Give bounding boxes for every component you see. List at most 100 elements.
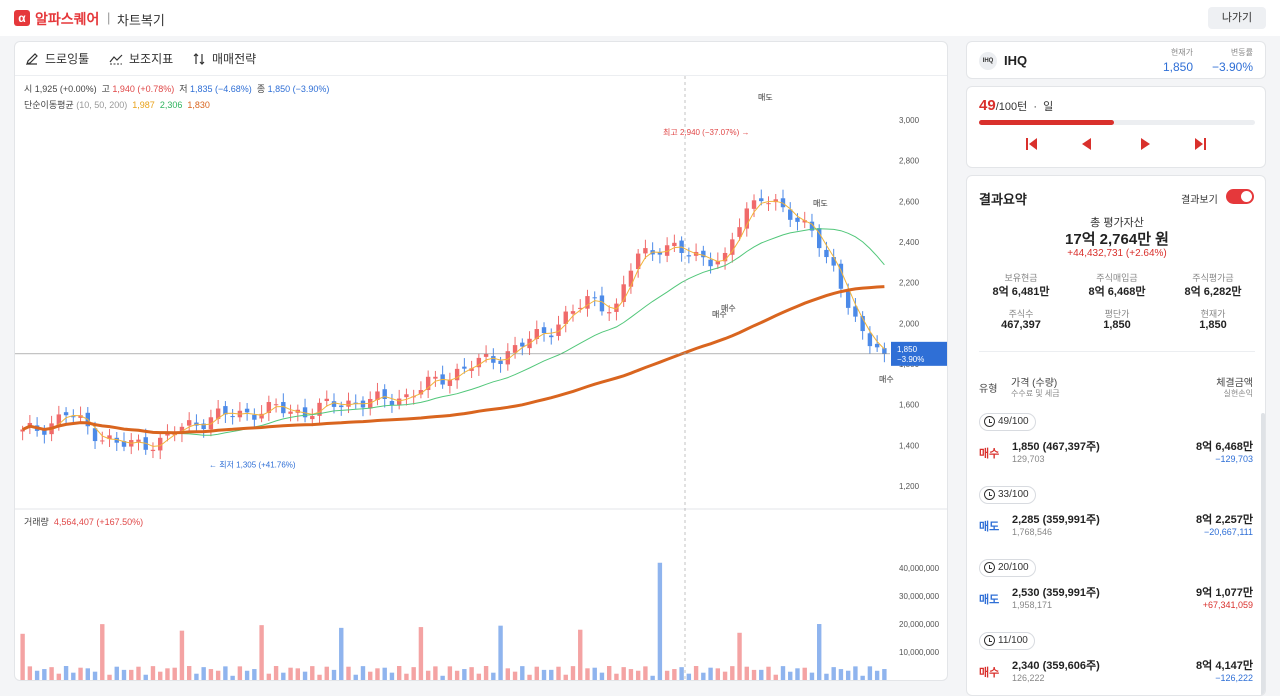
candle-body	[382, 389, 387, 399]
col-amount-header: 체결금액	[1216, 378, 1253, 389]
summary-divider	[979, 351, 1255, 352]
volume-bar	[657, 562, 663, 680]
volume-bar	[686, 673, 692, 680]
candle-body	[266, 402, 272, 414]
result-toggle-label: 결과보기	[1181, 195, 1218, 206]
summary-title: 결과요약	[979, 192, 1027, 207]
buy-annotation: 매수	[712, 310, 727, 319]
candle-body	[701, 250, 706, 258]
candle-body	[867, 333, 873, 347]
volume-bar	[259, 625, 264, 680]
candle-body	[541, 327, 547, 334]
volume-bar	[882, 669, 887, 680]
candle-body	[302, 407, 308, 418]
exit-button[interactable]: 나가기	[1208, 7, 1266, 29]
drawing-tool-button[interactable]: 드로잉툴	[25, 50, 89, 67]
volume-bar	[664, 670, 670, 680]
volume-bar	[766, 666, 771, 680]
candle-body	[722, 252, 728, 262]
volume-bar	[817, 624, 822, 680]
ma10-line	[22, 200, 885, 447]
volume-tick-label: 10,000,000	[899, 648, 940, 657]
strategy-label: 매매전략	[212, 52, 257, 66]
volume-bar	[158, 671, 163, 680]
candle-body	[288, 411, 293, 414]
candle-body	[114, 437, 119, 443]
up-down-arrows-icon	[193, 52, 205, 65]
brand-name[interactable]: 알파스퀘어	[35, 11, 100, 27]
first-turn-icon[interactable]	[1023, 136, 1039, 152]
trade-turn: 11/100	[998, 635, 1028, 646]
candle-body	[158, 437, 163, 451]
candle-body	[476, 357, 482, 368]
clock-icon	[984, 416, 995, 427]
volume-bar	[867, 666, 873, 680]
candle-body	[208, 417, 214, 430]
turn-indicator: 49/100턴 · 일	[979, 97, 1053, 114]
trade-list-scrollbar[interactable]	[1261, 413, 1265, 695]
title-separator: |	[107, 10, 111, 25]
volume-bar	[563, 674, 568, 680]
candle-body	[179, 426, 185, 434]
high-value: 1,940 (+0.78%)	[112, 84, 175, 94]
candle-body	[121, 441, 127, 447]
trade-price: 2,340 (359,606주)	[1012, 660, 1100, 672]
prev-turn-icon[interactable]	[1079, 136, 1095, 152]
last-turn-icon[interactable]	[1193, 136, 1209, 152]
volume-bar	[701, 672, 706, 680]
volume-bar	[730, 666, 735, 680]
trade-turn-pill[interactable]: 20/100	[979, 559, 1036, 577]
trade-turn-pill[interactable]: 49/100	[979, 413, 1036, 431]
volume-bar	[165, 668, 170, 680]
volume-bar	[483, 666, 489, 680]
volume-bar	[244, 670, 250, 680]
cash-label: 보유현금	[1004, 273, 1038, 283]
trade-turn-pill[interactable]: 33/100	[979, 486, 1036, 504]
result-toggle[interactable]	[1226, 189, 1254, 204]
ma200-line	[21, 285, 885, 435]
candle-body	[63, 412, 69, 416]
price-tick-label: 2,200	[899, 279, 920, 288]
turn-dot: ·	[1033, 101, 1038, 113]
volume-bar	[585, 668, 590, 680]
candle-body	[824, 249, 829, 258]
strategy-button[interactable]: 매매전략	[192, 50, 256, 67]
volume-bar	[788, 671, 793, 680]
turn-progress-fill	[979, 120, 1115, 125]
volume-bar	[100, 624, 105, 680]
candle-body	[853, 306, 858, 317]
next-turn-icon[interactable]	[1137, 136, 1153, 152]
volume-bar	[737, 632, 742, 680]
trade-fee: 1,768,546	[1012, 527, 1053, 537]
trade-turn-pill[interactable]: 11/100	[979, 632, 1035, 650]
price-tick-label: 2,600	[899, 197, 920, 206]
trade-fee: 126,222	[1012, 673, 1045, 683]
volume-bar	[34, 670, 40, 680]
volume-tick-label: 30,000,000	[899, 592, 940, 601]
trade-turn: 33/100	[998, 489, 1029, 500]
cash-value: 8억 6,481만	[992, 286, 1050, 298]
price-chart[interactable]: 3,0002,8002,6002,4002,2002,0001,8001,600…	[15, 76, 948, 681]
candle-body	[715, 261, 721, 265]
candle-body	[331, 401, 337, 407]
candle-body	[831, 257, 836, 266]
candle-body	[447, 379, 453, 386]
volume-bar	[628, 669, 634, 680]
indicator-button[interactable]: 보조지표	[109, 50, 173, 67]
open-label: 시	[24, 84, 33, 94]
candle-body	[71, 416, 76, 418]
volume-bar	[708, 667, 713, 680]
col-price-header: 가격 (수량)	[1011, 378, 1058, 389]
drawing-tool-label: 드로잉툴	[45, 52, 90, 66]
volume-bar	[606, 666, 612, 680]
candle-body	[92, 428, 98, 442]
candle-body	[606, 312, 612, 314]
candle-body	[635, 253, 641, 270]
volume-bar	[498, 625, 503, 680]
trade-turn: 49/100	[998, 416, 1029, 427]
volume-bar	[288, 667, 293, 680]
current-price-tag	[891, 341, 947, 366]
change-rate-value: −3.90%	[1211, 60, 1253, 74]
candle-body	[201, 423, 206, 430]
stock-card: IHQ IHQ 현재가 1,850 변동률 −3.90%	[966, 41, 1266, 79]
